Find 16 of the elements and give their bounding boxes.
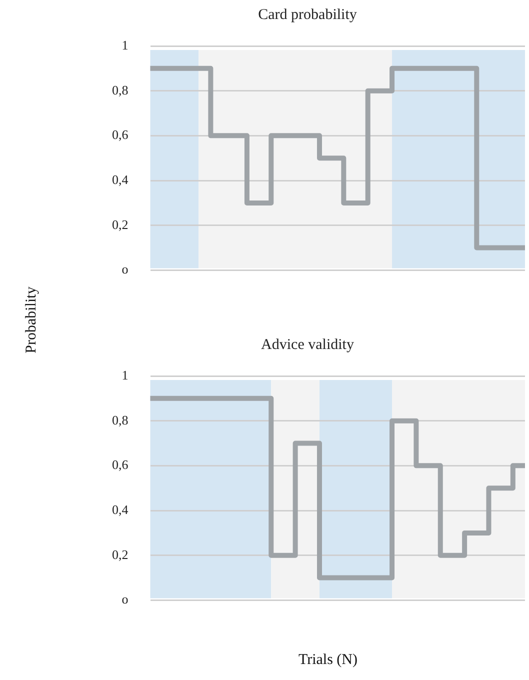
y-tick-label: 0,6 [112,457,129,472]
y-tick-label: 1 [122,367,128,382]
y-tick-label: 0,6 [112,127,129,142]
x-axis-title: Trials (N) [297,652,359,669]
y-tick-label: 0,2 [112,546,128,562]
y-tick-label: 0,4 [112,502,129,517]
y-tick-label: 0,2 [112,216,128,232]
chart-title: Card probability [258,6,358,23]
y-tick-label: 0,8 [112,412,128,428]
chart-title: Advice validity [261,336,354,353]
y-tick-label: o [122,592,128,607]
y-tick-label: 1 [122,37,128,52]
y-axis-title: Probability [24,286,40,354]
y-tick-label: o [122,262,128,277]
y-tick-label: 0,8 [112,82,128,98]
y-tick-label: 0,4 [112,172,129,187]
